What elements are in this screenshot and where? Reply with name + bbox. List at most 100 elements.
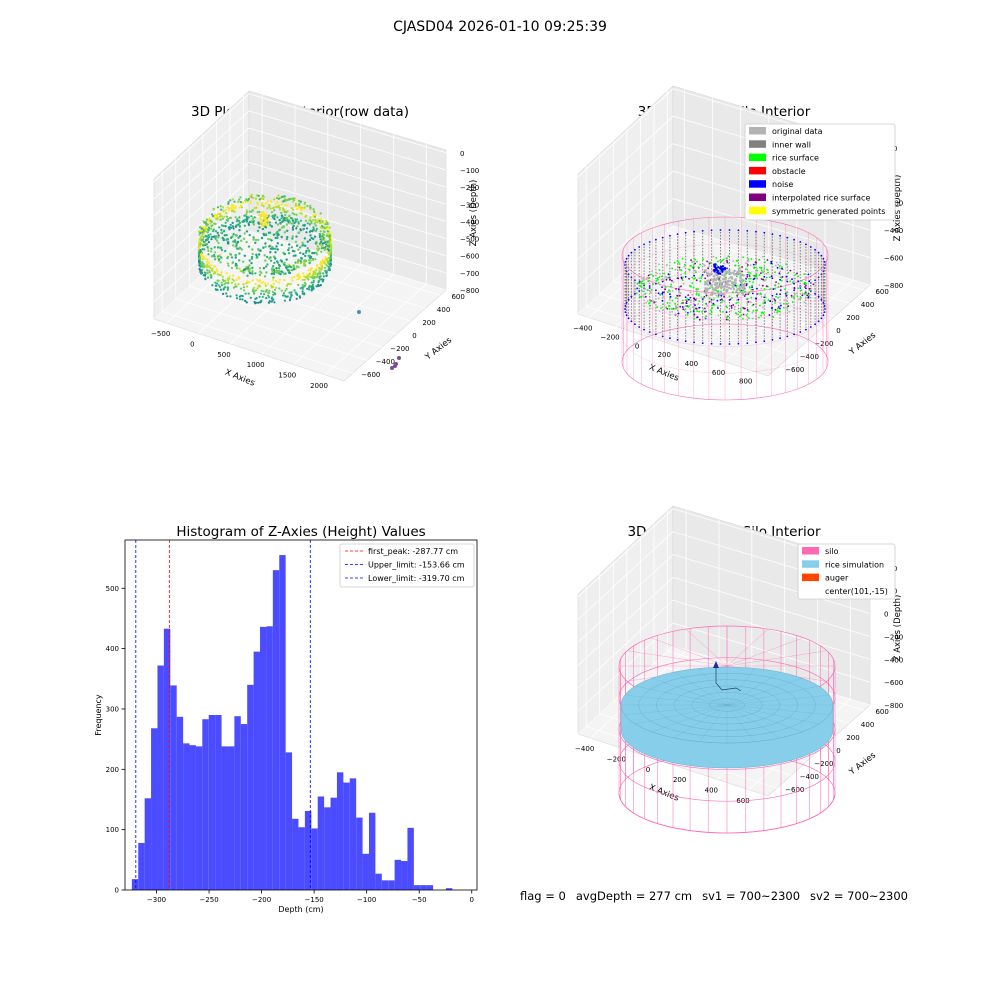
raw-point [306, 240, 309, 243]
raw-point [217, 236, 220, 239]
original-data-point [734, 273, 737, 276]
raw-point [268, 231, 272, 234]
x-tick-label: 0 [646, 766, 650, 774]
raw-point [308, 238, 312, 242]
raw-point [308, 230, 311, 233]
classified-point [675, 307, 677, 310]
classified-point [662, 303, 664, 305]
original-data-point [728, 283, 731, 287]
classified-point [728, 277, 730, 280]
raw-point [230, 207, 233, 210]
raw-point [212, 235, 215, 238]
raw-point [325, 246, 328, 250]
classified-point [755, 258, 758, 261]
raw-point [221, 217, 225, 220]
raw-point [307, 249, 311, 252]
classified-point [675, 288, 677, 290]
grid-line-z [153, 127, 447, 217]
classified-point [776, 309, 778, 312]
classified-point [756, 287, 758, 290]
raw-point [316, 253, 319, 256]
x-tick-label: −100 [357, 896, 376, 904]
grid-line-z [153, 110, 447, 200]
noise-point [634, 248, 636, 251]
classified-point [690, 285, 692, 288]
raw-point [274, 257, 277, 260]
classified-point [732, 260, 735, 262]
raw-point [327, 265, 330, 269]
raw-point [209, 222, 212, 225]
x-tick-label: 0 [470, 896, 474, 904]
original-data-point [742, 293, 745, 296]
original-data-point [726, 289, 729, 292]
raw-point [220, 228, 223, 231]
raw-point [301, 283, 304, 287]
raw-point [229, 216, 232, 219]
classified-point [752, 281, 754, 283]
raw-point [260, 281, 263, 284]
y-axis-label: Y Axies [423, 335, 455, 363]
noise-point [728, 229, 731, 231]
raw-point [205, 243, 209, 246]
classified-point [680, 285, 682, 288]
raw-point [284, 272, 287, 275]
original-data-point [719, 279, 722, 282]
classified-point [803, 301, 806, 303]
raw-point [328, 263, 331, 266]
raw-point [329, 250, 332, 253]
histogram-bar [285, 752, 293, 890]
classified-point [769, 276, 771, 279]
raw-point [310, 276, 314, 279]
raw-point [216, 273, 220, 276]
raw-point [236, 247, 239, 250]
raw-point [207, 247, 210, 250]
noise-point [723, 267, 726, 271]
original-data-point [740, 282, 743, 285]
noise-point [817, 295, 820, 298]
raw-point [325, 234, 328, 238]
histogram-bar [368, 812, 376, 890]
raw-point [207, 220, 210, 223]
raw-data-3d-plot: 3D Plot of Silo Interior(row data)−50005… [151, 90, 479, 390]
histogram-bar [163, 628, 171, 890]
raw-point [319, 264, 322, 267]
raw-point [321, 238, 324, 242]
y-tick-label: 600 [875, 288, 888, 296]
classified-point [751, 311, 754, 314]
classified-point [777, 286, 780, 288]
noise-point [716, 271, 719, 274]
raw-point [204, 234, 207, 238]
raw-point [225, 238, 228, 241]
classified-point [682, 308, 685, 310]
classified-point [747, 264, 749, 266]
classified-point [807, 273, 810, 276]
raw-point [329, 247, 332, 251]
raw-point [276, 223, 280, 226]
raw-point [298, 275, 301, 278]
classified-point [762, 278, 764, 281]
classified-point [681, 306, 684, 308]
raw-point [234, 283, 237, 286]
raw-point [318, 271, 321, 274]
raw-point [302, 243, 305, 247]
raw-point [269, 224, 272, 227]
classified-point [774, 284, 776, 287]
classified-point [708, 261, 710, 264]
classified-point [665, 278, 668, 281]
classified-point [694, 262, 696, 265]
noise-point [746, 342, 749, 344]
classified-point [739, 311, 741, 314]
x-tick-label: 400 [705, 786, 718, 794]
raw-point [238, 229, 241, 232]
noise-point [822, 301, 825, 304]
silo-wire-spoke [726, 650, 827, 667]
original-data-point [706, 279, 709, 283]
noise-point [684, 340, 687, 343]
classified-point [688, 305, 690, 307]
raw-point [249, 201, 252, 204]
noise-point [648, 331, 651, 333]
classified-point [738, 266, 741, 269]
status-footer: flag = 0 avgDepth = 277 cm sv1 = 700~2300 s… [520, 889, 918, 903]
noise-point [701, 230, 704, 232]
raw-point [228, 228, 231, 231]
